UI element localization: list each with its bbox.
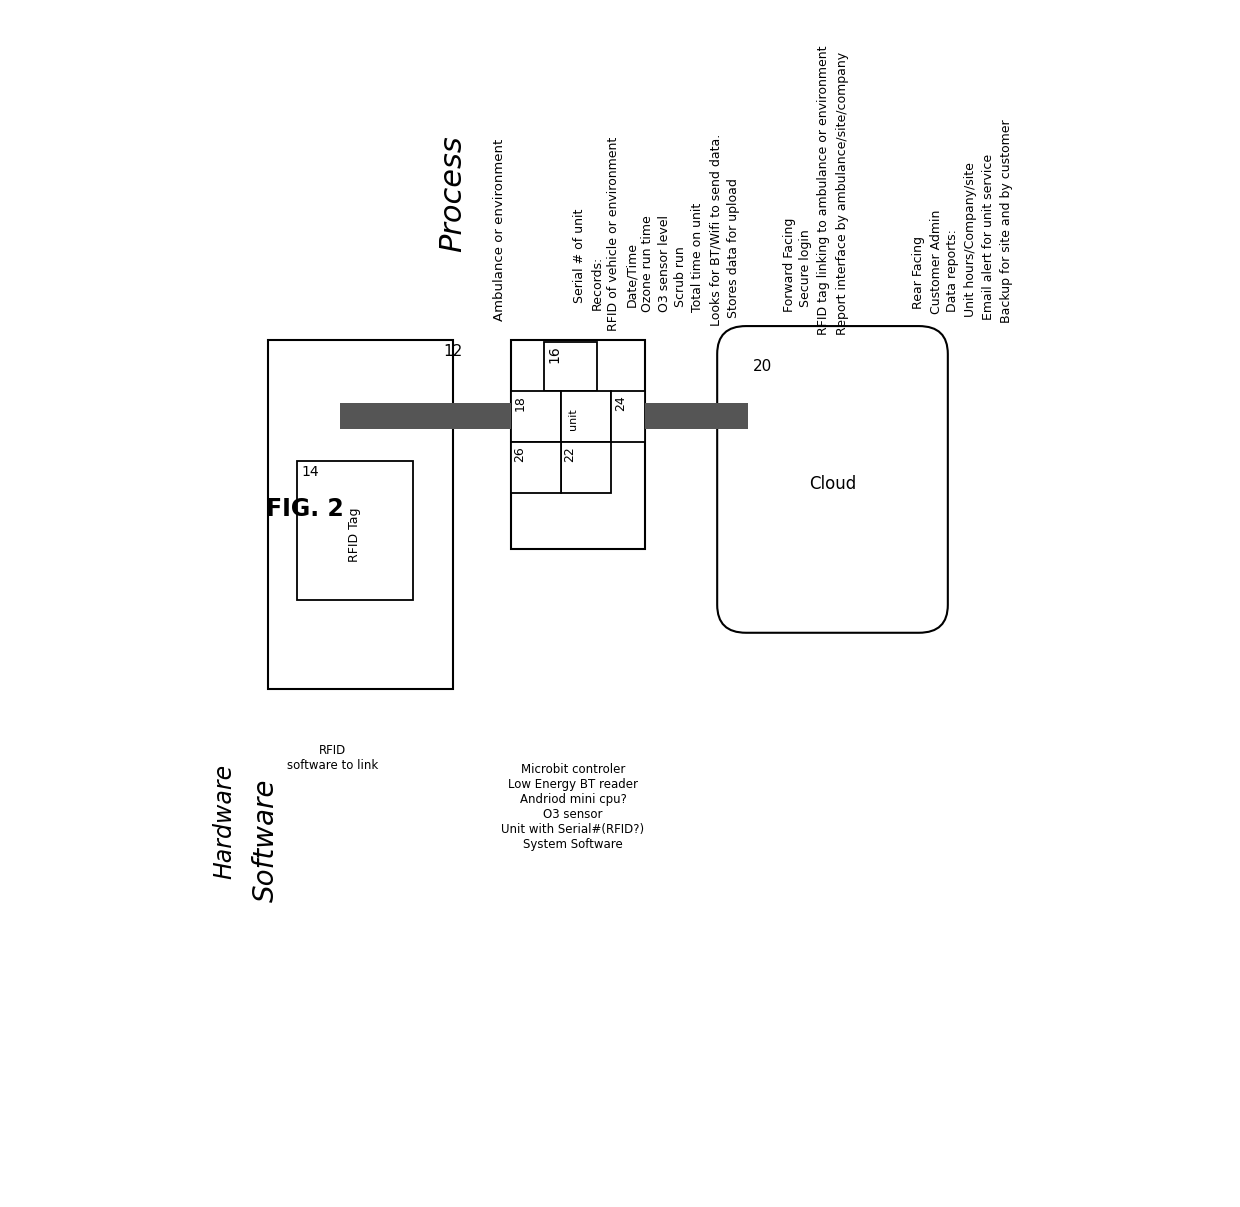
Bar: [645, 403, 748, 430]
Bar: [611, 391, 645, 442]
Text: Scrub run: Scrub run: [675, 246, 687, 308]
Bar: [544, 342, 598, 391]
Text: 22: 22: [563, 445, 577, 462]
Text: Microbit controler
Low Energy BT reader
Andriod mini cpu?
O3 sensor
Unit with Se: Microbit controler Low Energy BT reader …: [501, 763, 645, 851]
Text: Report interface by ambulance/site/company: Report interface by ambulance/site/compa…: [836, 52, 848, 336]
Text: Cloud: Cloud: [808, 476, 856, 494]
Text: Software: Software: [252, 779, 279, 903]
Text: 20: 20: [753, 358, 773, 374]
Text: O3 sensor level: O3 sensor level: [658, 215, 671, 313]
Text: Email alert for unit service: Email alert for unit service: [982, 153, 994, 320]
Text: 12: 12: [444, 344, 463, 358]
Text: RFID Tag: RFID Tag: [348, 508, 361, 562]
Text: RFID of vehicle or environment: RFID of vehicle or environment: [606, 136, 620, 331]
Text: Data reports:: Data reports:: [946, 229, 959, 313]
Bar: [268, 340, 453, 688]
Text: Customer Admin: Customer Admin: [930, 210, 942, 314]
Text: Stores data for upload: Stores data for upload: [727, 177, 740, 317]
Bar: [298, 461, 413, 600]
Text: 24: 24: [614, 395, 627, 410]
Text: FIG. 2: FIG. 2: [265, 497, 343, 521]
Text: Forward Facing: Forward Facing: [782, 217, 796, 313]
Text: Backup for site and by customer: Backup for site and by customer: [999, 119, 1013, 323]
Text: Date/Time: Date/Time: [625, 243, 639, 308]
Bar: [560, 391, 611, 442]
Text: Total time on unit: Total time on unit: [691, 203, 703, 313]
Text: 26: 26: [513, 445, 527, 462]
Text: Records:: Records:: [590, 256, 604, 310]
Text: Unit hours/Company/site: Unit hours/Company/site: [965, 162, 977, 316]
Bar: [560, 442, 611, 494]
Text: RFID
software to link: RFID software to link: [288, 745, 378, 772]
Text: 16: 16: [547, 345, 560, 363]
Text: Process: Process: [439, 135, 467, 252]
Text: Ozone run time: Ozone run time: [641, 215, 655, 313]
Bar: [340, 403, 511, 430]
Text: unit: unit: [568, 408, 578, 430]
Bar: [511, 442, 560, 494]
Text: Rear Facing: Rear Facing: [913, 237, 925, 309]
Text: Ambulance or environment: Ambulance or environment: [492, 139, 506, 321]
Text: Hardware: Hardware: [212, 764, 236, 879]
Bar: [511, 340, 645, 549]
Text: Serial # of unit: Serial # of unit: [573, 209, 587, 303]
FancyBboxPatch shape: [717, 326, 947, 632]
Text: Secure login: Secure login: [799, 229, 812, 308]
Text: 14: 14: [301, 465, 319, 478]
Text: Looks for BT/Wifi to send data.: Looks for BT/Wifi to send data.: [709, 134, 723, 326]
Bar: [511, 391, 560, 442]
Text: 18: 18: [513, 395, 527, 410]
Text: RFID tag linking to ambulance or environment: RFID tag linking to ambulance or environ…: [817, 46, 831, 336]
